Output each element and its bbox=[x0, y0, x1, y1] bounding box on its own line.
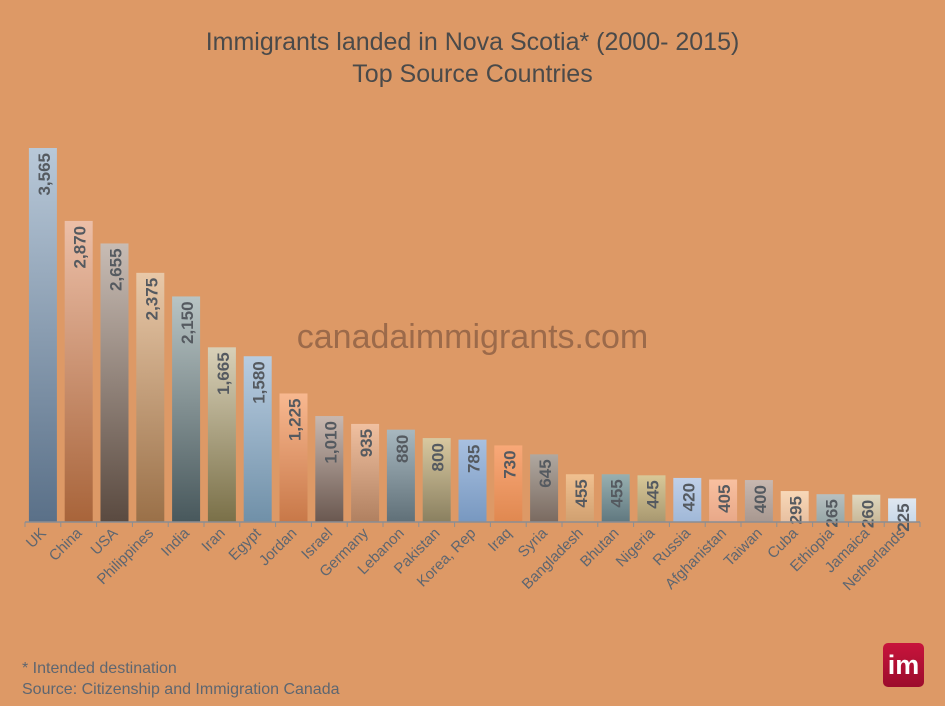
data-label: 260 bbox=[858, 500, 877, 528]
data-label: 420 bbox=[679, 483, 698, 511]
bar-lebanon bbox=[386, 429, 415, 522]
bar-germany bbox=[351, 423, 380, 522]
data-label: 800 bbox=[429, 443, 448, 471]
bar-usa bbox=[100, 243, 129, 522]
im-logo: im bbox=[883, 643, 924, 687]
footnote: * Intended destination bbox=[22, 660, 177, 677]
x-tick-label: UK bbox=[23, 525, 50, 552]
data-label: 880 bbox=[393, 435, 412, 463]
bar-korea-rep bbox=[458, 439, 487, 522]
data-label: 445 bbox=[644, 480, 663, 508]
bar-nigeria bbox=[637, 475, 666, 522]
bar-syria bbox=[530, 454, 559, 522]
bar-russia bbox=[673, 477, 702, 522]
bar-china bbox=[64, 220, 93, 523]
x-tick-label: India bbox=[158, 524, 193, 559]
watermark: canadaimmigrants.com bbox=[296, 318, 649, 356]
bar-afghanistan bbox=[709, 479, 738, 522]
bar-iraq bbox=[494, 445, 523, 522]
data-label: 2,655 bbox=[107, 248, 126, 291]
data-label: 2,150 bbox=[178, 301, 197, 344]
data-label: 265 bbox=[823, 499, 842, 527]
x-tick-label: Nigeria bbox=[613, 524, 659, 570]
bar-netherlands bbox=[888, 498, 917, 522]
source-note: Source: Citizenship and Immigration Cana… bbox=[22, 681, 340, 698]
bar-taiwan bbox=[744, 480, 773, 522]
data-label: 785 bbox=[465, 445, 484, 473]
x-tick-label: Jordan bbox=[256, 525, 300, 569]
bar-ethiopia bbox=[816, 494, 845, 522]
data-label: 1,225 bbox=[286, 398, 305, 441]
x-tick-label: Iran bbox=[198, 525, 228, 555]
data-label: 1,580 bbox=[250, 361, 269, 404]
data-label: 295 bbox=[787, 496, 806, 524]
bar-cuba bbox=[780, 491, 809, 522]
x-tick-label: Bhutan bbox=[577, 525, 623, 571]
bar-philippines bbox=[136, 272, 165, 522]
bar-pakistan bbox=[422, 438, 451, 522]
bar-india bbox=[172, 296, 201, 522]
data-label: 455 bbox=[608, 479, 627, 507]
bar-israel bbox=[315, 416, 344, 522]
data-label: 730 bbox=[500, 450, 519, 478]
bar-bhutan bbox=[601, 474, 630, 522]
data-label: 400 bbox=[751, 485, 770, 513]
bar-jamaica bbox=[852, 494, 881, 522]
data-label: 2,375 bbox=[142, 278, 161, 321]
bar-bangladesh bbox=[565, 474, 594, 522]
x-tick-label: Iraq bbox=[485, 525, 515, 555]
chart-subtitle: Top Source Countries bbox=[352, 60, 593, 88]
data-label: 3,565 bbox=[35, 153, 54, 196]
bar-jordan bbox=[279, 393, 308, 522]
data-label: 225 bbox=[894, 503, 913, 531]
data-label: 405 bbox=[715, 485, 734, 513]
bar-egypt bbox=[243, 356, 272, 522]
data-label: 1,665 bbox=[214, 352, 233, 395]
data-label: 2,870 bbox=[71, 226, 90, 269]
bar-uk bbox=[28, 148, 57, 522]
data-label: 1,010 bbox=[321, 421, 340, 464]
data-label: 645 bbox=[536, 459, 555, 487]
data-label: 935 bbox=[357, 429, 376, 457]
x-tick-label: China bbox=[46, 524, 86, 564]
chart-title: Immigrants landed in Nova Scotia* (2000-… bbox=[205, 28, 740, 56]
data-label: 455 bbox=[572, 479, 591, 507]
x-tick-label: Taiwan bbox=[721, 525, 766, 570]
bar-iran bbox=[207, 347, 236, 522]
